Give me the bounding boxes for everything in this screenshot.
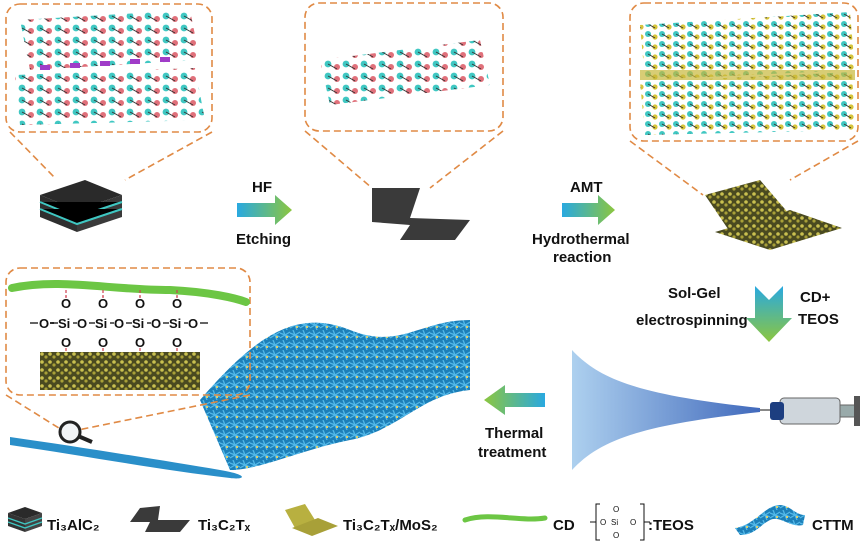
etching-label: Etching <box>236 231 291 248</box>
oxygen-atom: O <box>114 316 124 331</box>
oxygen-atom: O <box>151 316 161 331</box>
oxygen-atom: O <box>188 316 198 331</box>
legend-label: Ti₃C₂Tₓ <box>198 517 251 534</box>
ti3c2tx-sheet <box>372 188 470 240</box>
solgel-label: Sol-Gel <box>668 285 721 302</box>
hydrothermal-label: Hydrothermal <box>532 231 630 248</box>
svg-text:Si: Si <box>611 518 618 527</box>
legend-label: Ti₃C₂Tₓ/MoS₂ <box>343 517 438 534</box>
fiber-jet-cone <box>572 350 760 470</box>
right-arrow-icon <box>237 195 292 225</box>
ti3alc2-block <box>39 180 123 232</box>
green-fiber-icon <box>462 514 548 523</box>
legend: Ti₃AlC₂ Ti₃C₂Tₓ Ti₃C₂Tₓ/MoS₂ CD O Si O <box>7 503 854 541</box>
silicon-atom: Si <box>169 316 181 331</box>
svg-text:O: O <box>600 518 606 527</box>
right-arrow-icon <box>562 195 615 225</box>
yellow-sheet-icon <box>285 504 338 536</box>
oxygen-atom: O <box>77 316 87 331</box>
ti3alc2-structure-inset <box>5 3 213 133</box>
legend-item-ti3alc2: Ti₃AlC₂ <box>7 507 100 534</box>
svg-text:O: O <box>613 531 619 540</box>
ti3c2tx-structure-inset <box>304 2 504 132</box>
electrospinning-setup <box>572 350 860 470</box>
cd-teos-label-2: TEOS <box>798 311 839 328</box>
legend-label: :TEOS <box>648 517 694 534</box>
dark-sheet-icon <box>130 506 190 532</box>
legend-label: CTTM <box>812 517 854 534</box>
cd-teos-label-1: CD+ <box>800 289 831 306</box>
thermal-treatment-step: Thermal treatment <box>478 385 546 461</box>
legend-label: CD <box>553 517 575 534</box>
legend-item-ti3c2tx-mos2: Ti₃C₂Tₓ/MoS₂ <box>285 504 438 536</box>
svg-text:O: O <box>630 518 636 527</box>
ti3c2tx-mos2-structure-inset <box>629 2 859 142</box>
single-fiber <box>10 437 242 479</box>
hf-label: HF <box>252 179 272 196</box>
fiber-mat-icon <box>735 505 805 535</box>
solgel-electrospinning-step: Sol-Gel electrospinning CD+ TEOS <box>636 285 839 342</box>
treatment-label: treatment <box>478 444 546 461</box>
oxygen-atom: O <box>98 335 108 350</box>
amt-label: AMT <box>570 179 603 196</box>
cttm-fiber-mat <box>200 320 470 470</box>
oxygen-atom: O <box>172 296 182 311</box>
oxygen-atom: O <box>172 335 182 350</box>
legend-item-cttm: CTTM <box>735 505 854 535</box>
cd-fiber <box>8 280 250 306</box>
silicon-atom: Si <box>58 316 70 331</box>
legend-item-cd: CD <box>462 514 575 534</box>
oxygen-atom: O <box>135 296 145 311</box>
atomic-layer-bottom <box>15 68 205 125</box>
oxygen-atom: O <box>61 296 71 311</box>
al-atom-row <box>40 57 170 70</box>
reaction-label: reaction <box>553 249 611 266</box>
oxygen-atom: O <box>98 296 108 311</box>
silicon-atom: Si <box>132 316 144 331</box>
ti3c2tx-mos2-sheets <box>705 180 842 250</box>
thermal-label: Thermal <box>485 425 543 442</box>
down-arrow-icon <box>746 286 792 342</box>
hf-etching-step: HF Etching <box>236 179 292 248</box>
legend-label: Ti₃AlC₂ <box>47 517 100 534</box>
legend-item-ti3c2tx: Ti₃C₂Tₓ <box>130 506 251 534</box>
legend-item-teos: O Si O O O :TEOS <box>590 503 694 541</box>
amt-hydrothermal-step: AMT Hydrothermal reaction <box>532 179 630 266</box>
left-arrow-icon <box>484 385 545 415</box>
syringe-icon <box>770 396 860 426</box>
teos-structure-icon: O Si O O O <box>590 503 650 541</box>
oxygen-atom: O <box>39 316 49 331</box>
oxygen-atom: O <box>61 335 71 350</box>
magnifier-icon <box>58 420 93 444</box>
atomic-layer-top <box>20 10 200 70</box>
layered-block-icon <box>7 507 43 532</box>
mos2-surface <box>40 352 200 390</box>
electrospinning-label: electrospinning <box>636 312 748 329</box>
svg-text:O: O <box>613 505 619 514</box>
oxygen-atom: O <box>135 335 145 350</box>
silicon-atom: Si <box>95 316 107 331</box>
